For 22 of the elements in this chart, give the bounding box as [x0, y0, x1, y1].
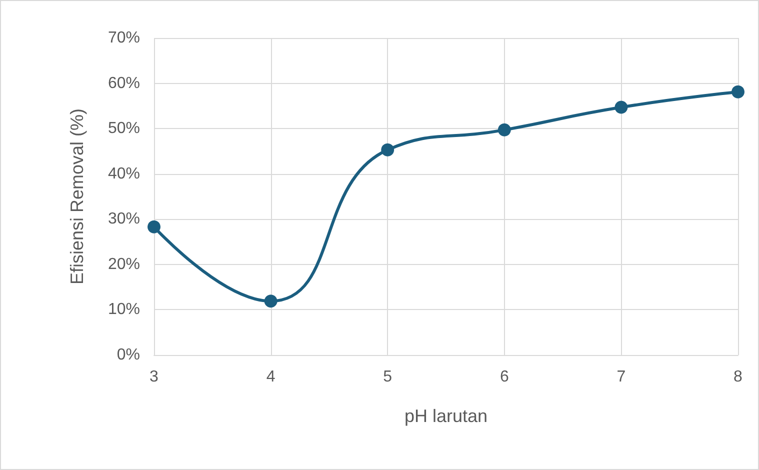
y-tick-label: 10%: [108, 301, 140, 318]
point: [732, 85, 744, 98]
x-tick-label: 3: [150, 368, 159, 386]
point: [498, 123, 511, 136]
point: [381, 143, 394, 156]
x-tick-label: 8: [734, 368, 743, 386]
y-tick-label: 20%: [108, 256, 140, 273]
y-tick-label: 50%: [108, 120, 140, 138]
x-tick-label: 7: [616, 368, 626, 386]
x-tick-label: 5: [383, 368, 392, 386]
y-tick-label: 40%: [108, 165, 140, 182]
x-tick-label: 6: [500, 368, 509, 386]
y-tick-label: 0%: [116, 346, 140, 364]
y-axis-title: Efisiensi Removal (%): [67, 108, 87, 285]
y-tick-label: 60%: [108, 74, 140, 92]
point: [614, 100, 628, 114]
x-tick-label: 4: [266, 368, 276, 386]
y-tick-label: 70%: [108, 30, 140, 46]
y-tick-label: 30%: [108, 210, 140, 228]
point: [264, 294, 278, 308]
x-axis-title: pH larutan: [404, 406, 488, 426]
point: [148, 220, 160, 234]
